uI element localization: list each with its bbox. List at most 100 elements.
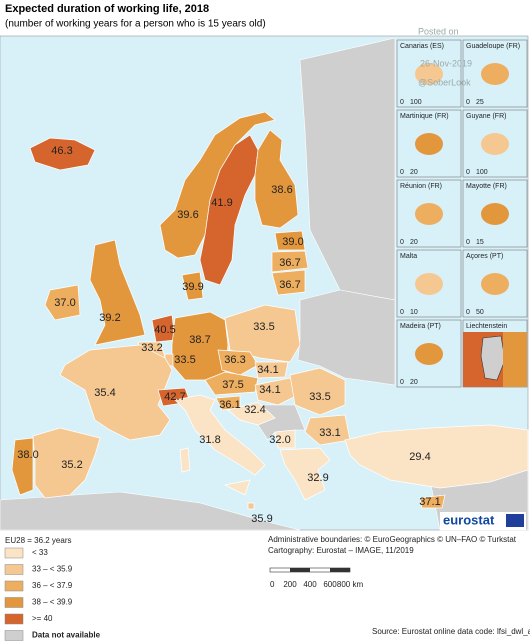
- value-label: 36.1: [219, 399, 240, 411]
- value-label: 32.0: [269, 434, 290, 446]
- watermark-text: Posted on: [418, 26, 459, 36]
- inset-title: Martinique (FR): [400, 113, 449, 120]
- inset: Canarias (ES) 0 100: [396, 39, 462, 108]
- inset-title: Canarias (ES): [400, 43, 444, 50]
- country: [199, 134, 259, 286]
- inset-land: [415, 63, 443, 85]
- legend-label: < 33: [32, 548, 48, 557]
- legend-swatch: [4, 547, 24, 559]
- country: [254, 377, 299, 406]
- inset-title: Açores (PT): [466, 253, 503, 260]
- country: [254, 129, 299, 229]
- inset-title: Guyane (FR): [466, 113, 506, 120]
- value-label: 39.6: [177, 209, 198, 221]
- value-label: 33.5: [174, 354, 195, 366]
- logo: eurostat: [440, 512, 526, 530]
- country: [227, 401, 276, 426]
- inset-title: Madeira (PT): [400, 323, 441, 330]
- logo-box: [440, 512, 526, 530]
- inset-scale: 20: [410, 379, 418, 386]
- no-data-areas: [0, 37, 529, 531]
- boundaries-note: Administrative boundaries: © EuroGeograp…: [268, 535, 517, 544]
- value-label: 32.9: [307, 472, 328, 484]
- legend-swatch: [4, 597, 24, 608]
- country: [271, 250, 309, 273]
- inset: Açores (PT) 0 50: [462, 249, 528, 318]
- value-label: 36.7: [279, 279, 300, 291]
- logo-text: eurostat: [443, 512, 495, 527]
- subtitle: (number of working years for a person wh…: [5, 19, 266, 30]
- inset-scale: 0: [400, 309, 404, 316]
- inset-scale: 0: [466, 239, 470, 246]
- inset-land: [481, 203, 509, 225]
- source-note: Source: Eurostat online data code: lfsi_…: [372, 627, 530, 636]
- value-label: 37.5: [222, 379, 243, 391]
- cartography-note: Cartography: Eurostat – IMAGE, 11/2019: [268, 546, 414, 555]
- country: [44, 284, 81, 321]
- value-label: 38.6: [271, 184, 292, 196]
- scale-label: 600: [323, 580, 337, 589]
- value-label: 35.9: [251, 513, 272, 525]
- country: [254, 361, 289, 379]
- inset: Martinique (FR) 0 20: [396, 109, 462, 178]
- inset-land: [415, 273, 443, 295]
- scale-label: 200: [283, 580, 297, 589]
- inset-scale: 0: [466, 99, 470, 106]
- value-label: 36.3: [224, 354, 245, 366]
- inset: Malta 0 10: [396, 249, 462, 318]
- inset-scale: 0: [400, 239, 404, 246]
- legend-swatch: [4, 630, 24, 641]
- value-label: 35.4: [94, 387, 115, 399]
- value-label: 35.2: [61, 459, 82, 471]
- inset-title: Liechtenstein: [466, 323, 507, 330]
- country: [159, 111, 276, 259]
- belarus-ukraine: [297, 289, 396, 386]
- value-label: 29.4: [409, 451, 430, 463]
- inset-scale: 0: [466, 169, 470, 176]
- country: [279, 447, 331, 501]
- inset-title: Malta: [400, 253, 417, 260]
- inset-scale: 20: [410, 169, 418, 176]
- country: [274, 230, 306, 251]
- value-label: 32.4: [244, 404, 265, 416]
- country: [304, 414, 351, 446]
- legend-note: EU28 = 36.2 years: [5, 536, 71, 545]
- country: [11, 437, 34, 496]
- inset-land: [503, 332, 527, 387]
- inset-scale: 0: [400, 379, 404, 386]
- value-label: 37.1: [419, 496, 440, 508]
- scale-bar: 0 200 400 600 800 km: [269, 567, 363, 589]
- country: [171, 311, 229, 381]
- inset: Liechtenstein: [462, 319, 528, 388]
- value-label: 41.9: [211, 197, 232, 209]
- inset-scale: 0: [466, 309, 470, 316]
- value-label: 34.1: [259, 384, 280, 396]
- legend-label: 33 – < 35.9: [32, 565, 73, 574]
- inset-scale: 100: [410, 99, 422, 106]
- country: [29, 137, 96, 171]
- country: [59, 344, 173, 441]
- inset-land: [480, 335, 506, 381]
- inset-title: Réunion (FR): [400, 183, 442, 190]
- country: [419, 494, 446, 509]
- country: [271, 269, 306, 296]
- inset-scale: 50: [476, 309, 484, 316]
- inset-land: [481, 133, 509, 155]
- legend-label: 36 – < 37.9: [32, 581, 73, 590]
- value-label: 39.0: [282, 236, 303, 248]
- inset-scale: 0: [400, 99, 404, 106]
- value-label: 38.7: [189, 334, 210, 346]
- inset-land: [481, 63, 509, 85]
- value-label: 40.5: [154, 324, 175, 336]
- inset-land: [481, 273, 509, 295]
- value-label: 33.1: [319, 427, 340, 439]
- value-labels: 46.3 39.6 41.9 38.6 39.0 36.7 36.7 39.9 37.0 39.2…: [17, 145, 440, 525]
- value-label: 39.9: [182, 281, 203, 293]
- inset: Réunion (FR) 0 20: [396, 179, 462, 248]
- inset: Madeira (PT) 0 20: [396, 319, 462, 388]
- legend: < 33 33 – < 35.9 36 – < 37.9 38 – < 39.9 >= …: [4, 547, 101, 641]
- inset-title: Mayotte (FR): [466, 183, 507, 190]
- inset-scale: 10: [410, 309, 418, 316]
